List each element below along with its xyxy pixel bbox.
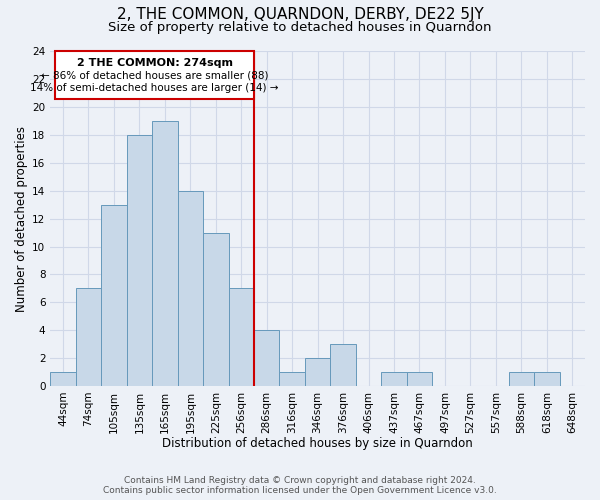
Bar <box>203 232 229 386</box>
Y-axis label: Number of detached properties: Number of detached properties <box>15 126 28 312</box>
Text: ← 86% of detached houses are smaller (88): ← 86% of detached houses are smaller (88… <box>41 70 268 81</box>
Bar <box>305 358 331 386</box>
Text: 14% of semi-detached houses are larger (14) →: 14% of semi-detached houses are larger (… <box>31 83 279 93</box>
Text: Contains HM Land Registry data © Crown copyright and database right 2024.
Contai: Contains HM Land Registry data © Crown c… <box>103 476 497 495</box>
Bar <box>534 372 560 386</box>
Bar <box>229 288 254 386</box>
Bar <box>50 372 76 386</box>
Bar <box>331 344 356 386</box>
Bar <box>407 372 432 386</box>
Bar <box>381 372 407 386</box>
Bar <box>101 204 127 386</box>
Text: Size of property relative to detached houses in Quarndon: Size of property relative to detached ho… <box>108 21 492 34</box>
Bar <box>152 121 178 386</box>
Bar <box>509 372 534 386</box>
Bar <box>254 330 280 386</box>
Text: 2, THE COMMON, QUARNDON, DERBY, DE22 5JY: 2, THE COMMON, QUARNDON, DERBY, DE22 5JY <box>116 8 484 22</box>
Bar <box>76 288 101 386</box>
Bar <box>280 372 305 386</box>
Bar <box>178 191 203 386</box>
X-axis label: Distribution of detached houses by size in Quarndon: Distribution of detached houses by size … <box>162 437 473 450</box>
FancyBboxPatch shape <box>55 52 254 99</box>
Bar <box>127 135 152 386</box>
Text: 2 THE COMMON: 274sqm: 2 THE COMMON: 274sqm <box>77 58 233 68</box>
